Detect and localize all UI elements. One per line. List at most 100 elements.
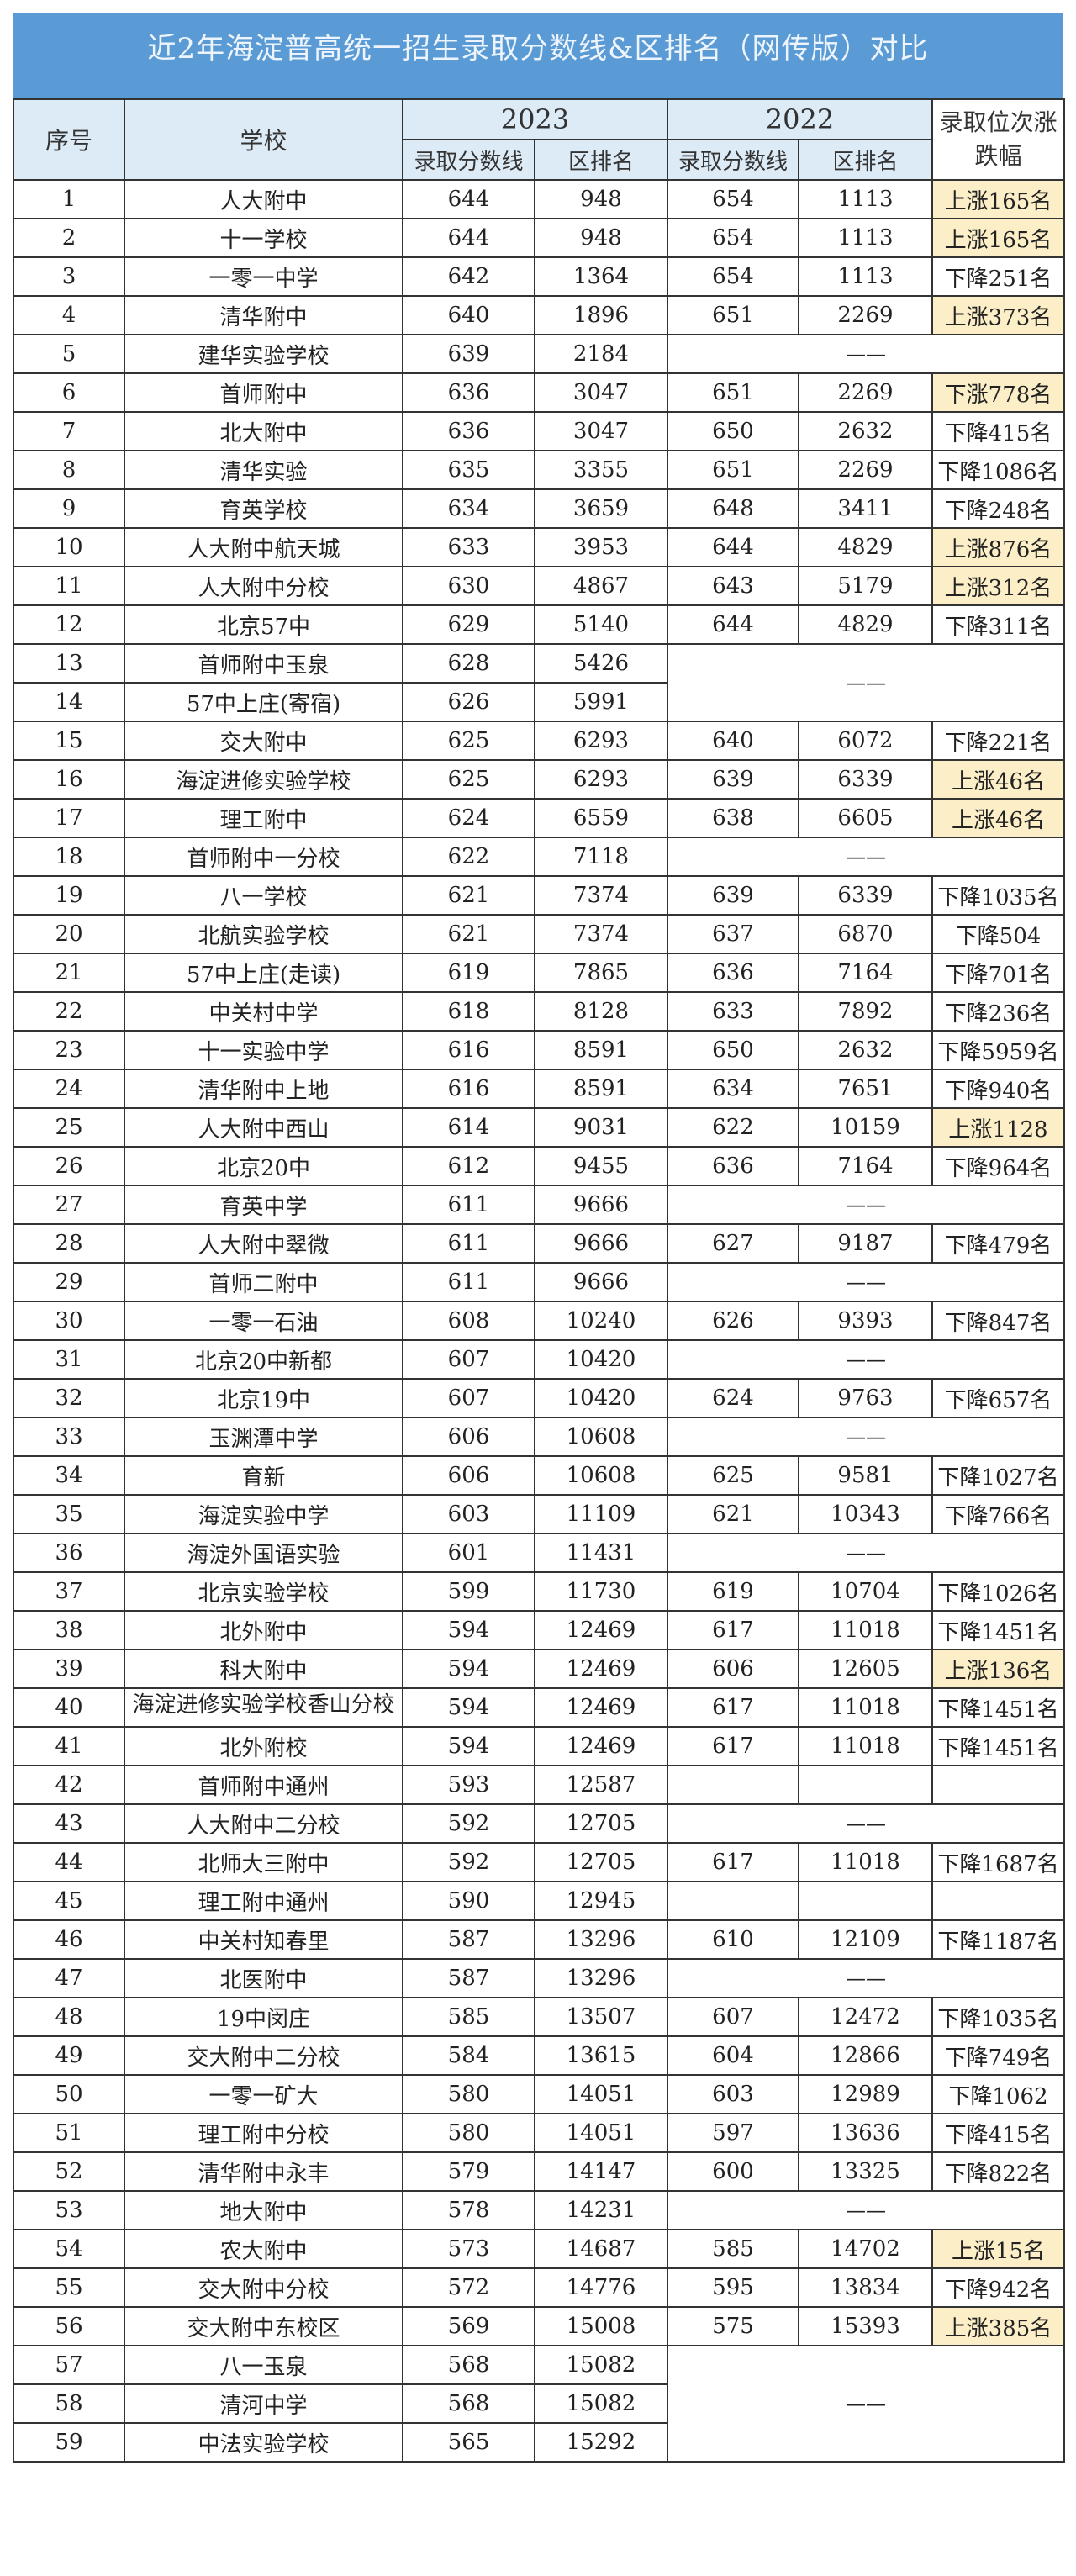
score-2022-cell: 639 (667, 759, 799, 800)
change-cell: 上涨165名 (931, 179, 1065, 219)
score-2022-cell: 651 (667, 450, 799, 490)
table-row: 40 海淀进修实验学校香山分校 594 12469 617 11018 下降1451名 (13, 1687, 1065, 1728)
header-score-2023: 录取分数线 (402, 139, 535, 181)
change-cell: 下降940名 (931, 1069, 1065, 1109)
table-row: 19 八一学校 621 7374 639 6339 下降1035名 (13, 875, 1065, 916)
table-body: 1 人大附中 644 948 654 1113 上涨165名 2 十一学校 644 948 654 11… (13, 179, 1065, 2463)
school-cell: 人大附中二分校 (124, 1803, 404, 1844)
seq-cell: 15 (13, 721, 125, 761)
score-2022-cell (667, 1881, 799, 1921)
rank-2023-cell: 15008 (534, 2306, 668, 2346)
score-2023-cell: 608 (402, 1301, 535, 1341)
change-cell: 下降479名 (931, 1223, 1065, 1264)
score-2023-cell: 611 (402, 1185, 535, 1225)
rank-2022-cell: 10159 (798, 1107, 933, 1148)
rank-2022-cell: 4829 (798, 527, 933, 567)
school-cell: 海淀实验中学 (124, 1494, 404, 1534)
rank-2023-cell: 14051 (534, 2074, 668, 2114)
school-cell: 清华附中上地 (124, 1069, 404, 1109)
no-data-cell: —— (667, 1958, 1065, 1998)
score-2023-cell: 568 (402, 2345, 535, 2385)
score-2022-cell: 597 (667, 2113, 799, 2153)
seq-cell: 24 (13, 1069, 125, 1109)
score-2023-cell: 640 (402, 295, 535, 335)
seq-cell: 51 (13, 2113, 125, 2153)
seq-cell: 53 (13, 2190, 125, 2230)
rank-2022-cell: 12866 (798, 2035, 933, 2076)
table-row: 36 海淀外国语实验 601 11431 —— (13, 1533, 1065, 1573)
score-2023-cell: 622 (402, 837, 535, 877)
school-cell: 清华实验 (124, 450, 404, 490)
header-seq: 序号 (13, 98, 125, 181)
seq-cell: 47 (13, 1958, 125, 1998)
rank-2022-cell: 9581 (798, 1455, 933, 1496)
score-2022-cell: 617 (667, 1842, 799, 1882)
rank-2023-cell: 12469 (534, 1687, 668, 1728)
table-row: 14 57中上庄(寄宿) 626 5991 (13, 682, 1064, 722)
table-row: 4 清华附中 640 1896 651 2269 上涨373名 (13, 295, 1065, 335)
table-row: 47 北医附中 587 13296 —— (13, 1958, 1065, 1998)
rank-2023-cell: 11109 (534, 1494, 668, 1534)
school-cell: 农大附中 (124, 2229, 404, 2269)
table-row: 26 北京20中 612 9455 636 7164 下降964名 (13, 1146, 1065, 1186)
seq-cell: 38 (13, 1610, 125, 1650)
rank-2022-cell: 6605 (798, 798, 933, 838)
change-cell: 下降1451名 (931, 1726, 1065, 1766)
school-cell: 人大附中航天城 (124, 527, 404, 567)
table-row: 9 育英学校 634 3659 648 3411 下降248名 (13, 488, 1065, 529)
score-2023-cell: 606 (402, 1455, 535, 1496)
change-cell: 下降847名 (931, 1301, 1065, 1341)
table-row: 10 人大附中航天城 633 3953 644 4829 上涨876名 (13, 527, 1065, 567)
school-cell: 理工附中通州 (124, 1881, 404, 1921)
score-2022-cell: 624 (667, 1378, 799, 1418)
score-2023-cell: 590 (402, 1881, 535, 1921)
change-cell: 下降766名 (931, 1494, 1065, 1534)
seq-cell: 17 (13, 798, 125, 838)
score-2023-cell: 606 (402, 1417, 535, 1457)
school-cell: 海淀进修实验学校香山分校 (124, 1687, 404, 1728)
score-2023-cell: 603 (402, 1494, 535, 1534)
rank-2023-cell: 4867 (534, 566, 668, 606)
score-2023-cell: 572 (402, 2267, 535, 2308)
seq-cell: 19 (13, 875, 125, 916)
rank-2022-cell: 9763 (798, 1378, 933, 1418)
rank-2023-cell: 14687 (534, 2229, 668, 2269)
score-2023-cell: 594 (402, 1687, 535, 1728)
score-2023-cell: 625 (402, 759, 535, 800)
no-data-cell: —— (667, 1803, 1065, 1844)
school-cell: 中关村中学 (124, 991, 404, 1032)
school-cell: 交大附中分校 (124, 2267, 404, 2308)
seq-cell: 49 (13, 2035, 125, 2076)
score-2022-cell: 626 (667, 1301, 799, 1341)
title-bar: 近2年海淀普高统一招生录取分数线&区排名（网传版）对比 (13, 13, 1063, 98)
score-2023-cell: 579 (402, 2151, 535, 2192)
score-2022-cell: 595 (667, 2267, 799, 2308)
school-cell: 建华实验学校 (124, 334, 404, 374)
no-data-cell: —— (667, 1417, 1065, 1457)
score-2022-cell: 610 (667, 1919, 799, 1960)
school-cell: 人大附中翠微 (124, 1223, 404, 1264)
score-2023-cell: 599 (402, 1571, 535, 1612)
rank-2022-cell (798, 1881, 933, 1921)
rank-2022-cell: 5179 (798, 566, 933, 606)
change-cell: 下降415名 (931, 2113, 1065, 2153)
table-row: 31 北京20中新都 607 10420 —— (13, 1339, 1065, 1380)
change-cell: 下降504 (931, 914, 1065, 954)
score-2022-cell: 585 (667, 2229, 799, 2269)
score-2023-cell: 619 (402, 953, 535, 993)
seq-cell: 29 (13, 1262, 125, 1302)
seq-cell: 21 (13, 953, 125, 993)
score-2022-cell: 604 (667, 2035, 799, 2076)
rank-2023-cell: 9031 (534, 1107, 668, 1148)
table-row: 46 中关村知春里 587 13296 610 12109 下降1187名 (13, 1919, 1065, 1960)
rank-2023-cell: 5426 (534, 643, 668, 684)
rank-2023-cell: 14231 (534, 2190, 668, 2230)
seq-cell: 52 (13, 2151, 125, 2192)
score-2023-cell: 594 (402, 1649, 535, 1689)
school-cell: 人大附中 (124, 179, 404, 219)
score-2023-cell: 636 (402, 411, 535, 451)
seq-cell: 25 (13, 1107, 125, 1148)
table-row: 38 北外附中 594 12469 617 11018 下降1451名 (13, 1610, 1065, 1650)
school-cell: 一零一中学 (124, 256, 404, 297)
score-2023-cell: 607 (402, 1339, 535, 1380)
